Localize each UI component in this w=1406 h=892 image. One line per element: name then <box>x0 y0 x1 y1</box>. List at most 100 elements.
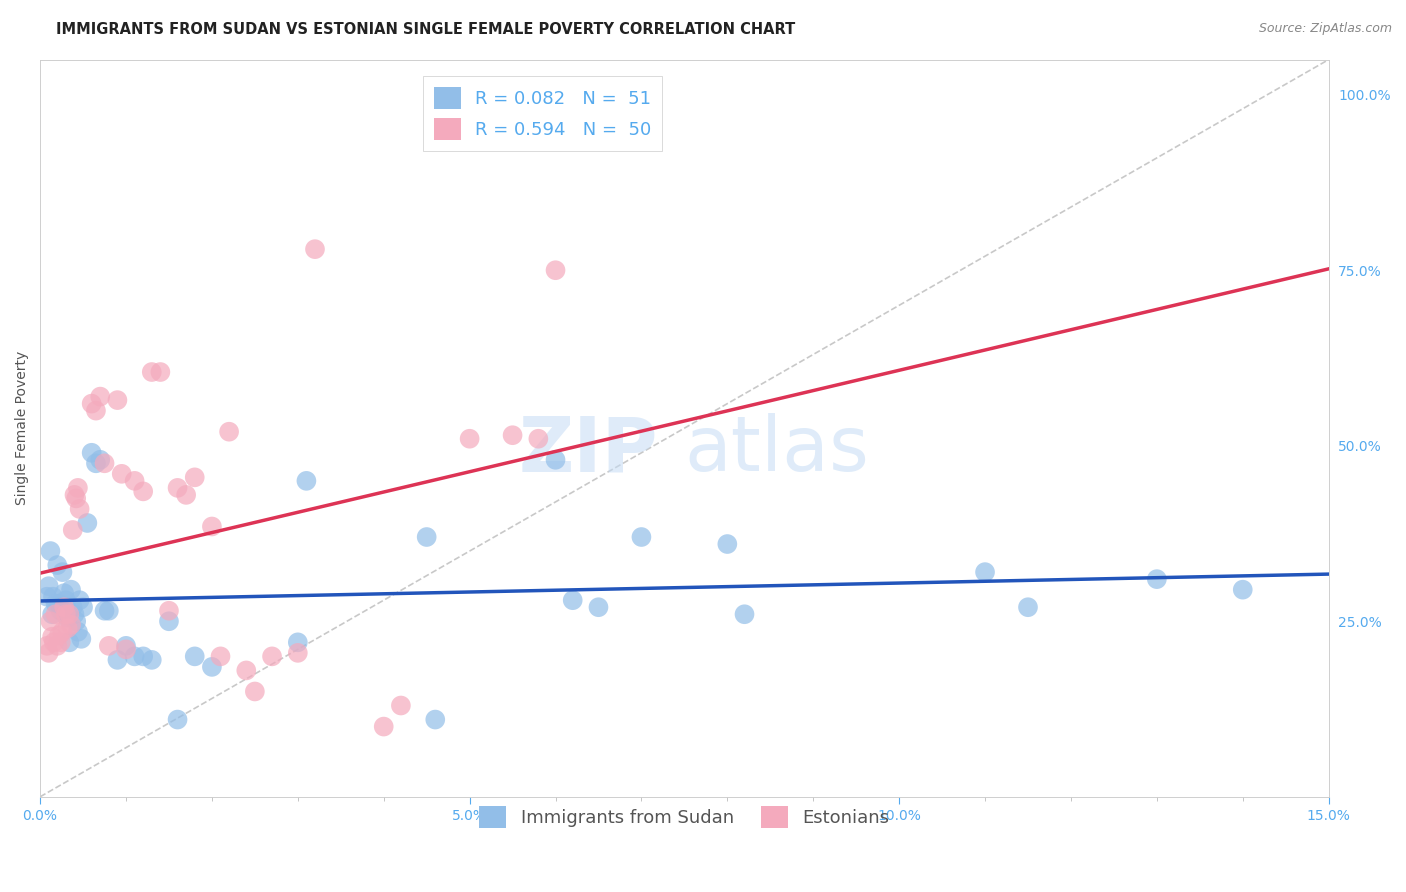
Point <box>115 639 138 653</box>
Point <box>243 684 266 698</box>
Point <box>41 630 63 644</box>
Point <box>502 428 524 442</box>
Point <box>115 642 138 657</box>
Point <box>35 639 58 653</box>
Point <box>76 516 98 530</box>
Point <box>235 664 257 678</box>
Point <box>45 607 67 622</box>
Point <box>734 607 756 622</box>
Point <box>69 502 91 516</box>
Point <box>132 649 155 664</box>
Point <box>84 456 107 470</box>
Point <box>49 604 72 618</box>
Point <box>415 530 437 544</box>
Point <box>295 474 318 488</box>
Point <box>107 653 129 667</box>
Point <box>42 590 65 604</box>
Point <box>184 649 207 664</box>
Point <box>48 628 70 642</box>
Point <box>63 607 86 622</box>
Point <box>141 653 163 667</box>
Point <box>53 586 76 600</box>
Point <box>209 649 232 664</box>
Point <box>63 488 86 502</box>
Text: ZIP: ZIP <box>519 413 658 487</box>
Point <box>287 635 309 649</box>
Point <box>89 452 111 467</box>
Point <box>561 593 583 607</box>
Text: Source: ZipAtlas.com: Source: ZipAtlas.com <box>1258 22 1392 36</box>
Point <box>72 600 94 615</box>
Point <box>51 565 73 579</box>
Point <box>974 565 997 579</box>
Point <box>65 491 87 506</box>
Point <box>58 607 80 622</box>
Point <box>56 621 79 635</box>
Point <box>107 393 129 408</box>
Point <box>51 624 73 639</box>
Point <box>53 600 76 615</box>
Point <box>458 432 481 446</box>
Point <box>124 649 146 664</box>
Point <box>201 660 224 674</box>
Point <box>373 720 395 734</box>
Point <box>89 390 111 404</box>
Point <box>56 611 79 625</box>
Point <box>218 425 240 439</box>
Point <box>174 488 197 502</box>
Point <box>41 607 63 622</box>
Point <box>166 713 188 727</box>
Point <box>69 593 91 607</box>
Point <box>60 582 83 597</box>
Point <box>184 470 207 484</box>
Point <box>42 635 65 649</box>
Point <box>425 713 447 727</box>
Point <box>141 365 163 379</box>
Point <box>1017 600 1039 615</box>
Point <box>124 474 146 488</box>
Point <box>527 432 550 446</box>
Point <box>66 624 89 639</box>
Point <box>544 452 567 467</box>
Point <box>201 519 224 533</box>
Point <box>46 639 69 653</box>
Point <box>62 600 84 615</box>
Point <box>304 242 326 256</box>
Point <box>38 646 60 660</box>
Point <box>716 537 738 551</box>
Legend: Immigrants from Sudan, Estonians: Immigrants from Sudan, Estonians <box>472 799 897 836</box>
Point <box>39 614 62 628</box>
Point <box>132 484 155 499</box>
Point <box>157 604 180 618</box>
Text: IMMIGRANTS FROM SUDAN VS ESTONIAN SINGLE FEMALE POVERTY CORRELATION CHART: IMMIGRANTS FROM SUDAN VS ESTONIAN SINGLE… <box>56 22 796 37</box>
Point <box>111 467 134 481</box>
Point <box>544 263 567 277</box>
Point <box>260 649 283 664</box>
Point <box>149 365 172 379</box>
Point <box>166 481 188 495</box>
Point <box>84 403 107 417</box>
Point <box>35 590 58 604</box>
Point <box>630 530 652 544</box>
Point <box>45 597 67 611</box>
Point <box>97 604 120 618</box>
Point <box>389 698 412 713</box>
Point <box>60 617 83 632</box>
Point <box>93 604 115 618</box>
Point <box>62 523 84 537</box>
Point <box>80 446 103 460</box>
Point <box>80 396 103 410</box>
Y-axis label: Single Female Poverty: Single Female Poverty <box>15 351 30 505</box>
Point <box>38 579 60 593</box>
Point <box>97 639 120 653</box>
Point <box>55 607 77 622</box>
Point <box>1146 572 1168 586</box>
Point <box>287 646 309 660</box>
Point <box>55 593 77 607</box>
Point <box>46 558 69 573</box>
Point <box>58 635 80 649</box>
Point <box>1232 582 1254 597</box>
Point <box>49 635 72 649</box>
Point <box>157 614 180 628</box>
Point <box>48 597 70 611</box>
